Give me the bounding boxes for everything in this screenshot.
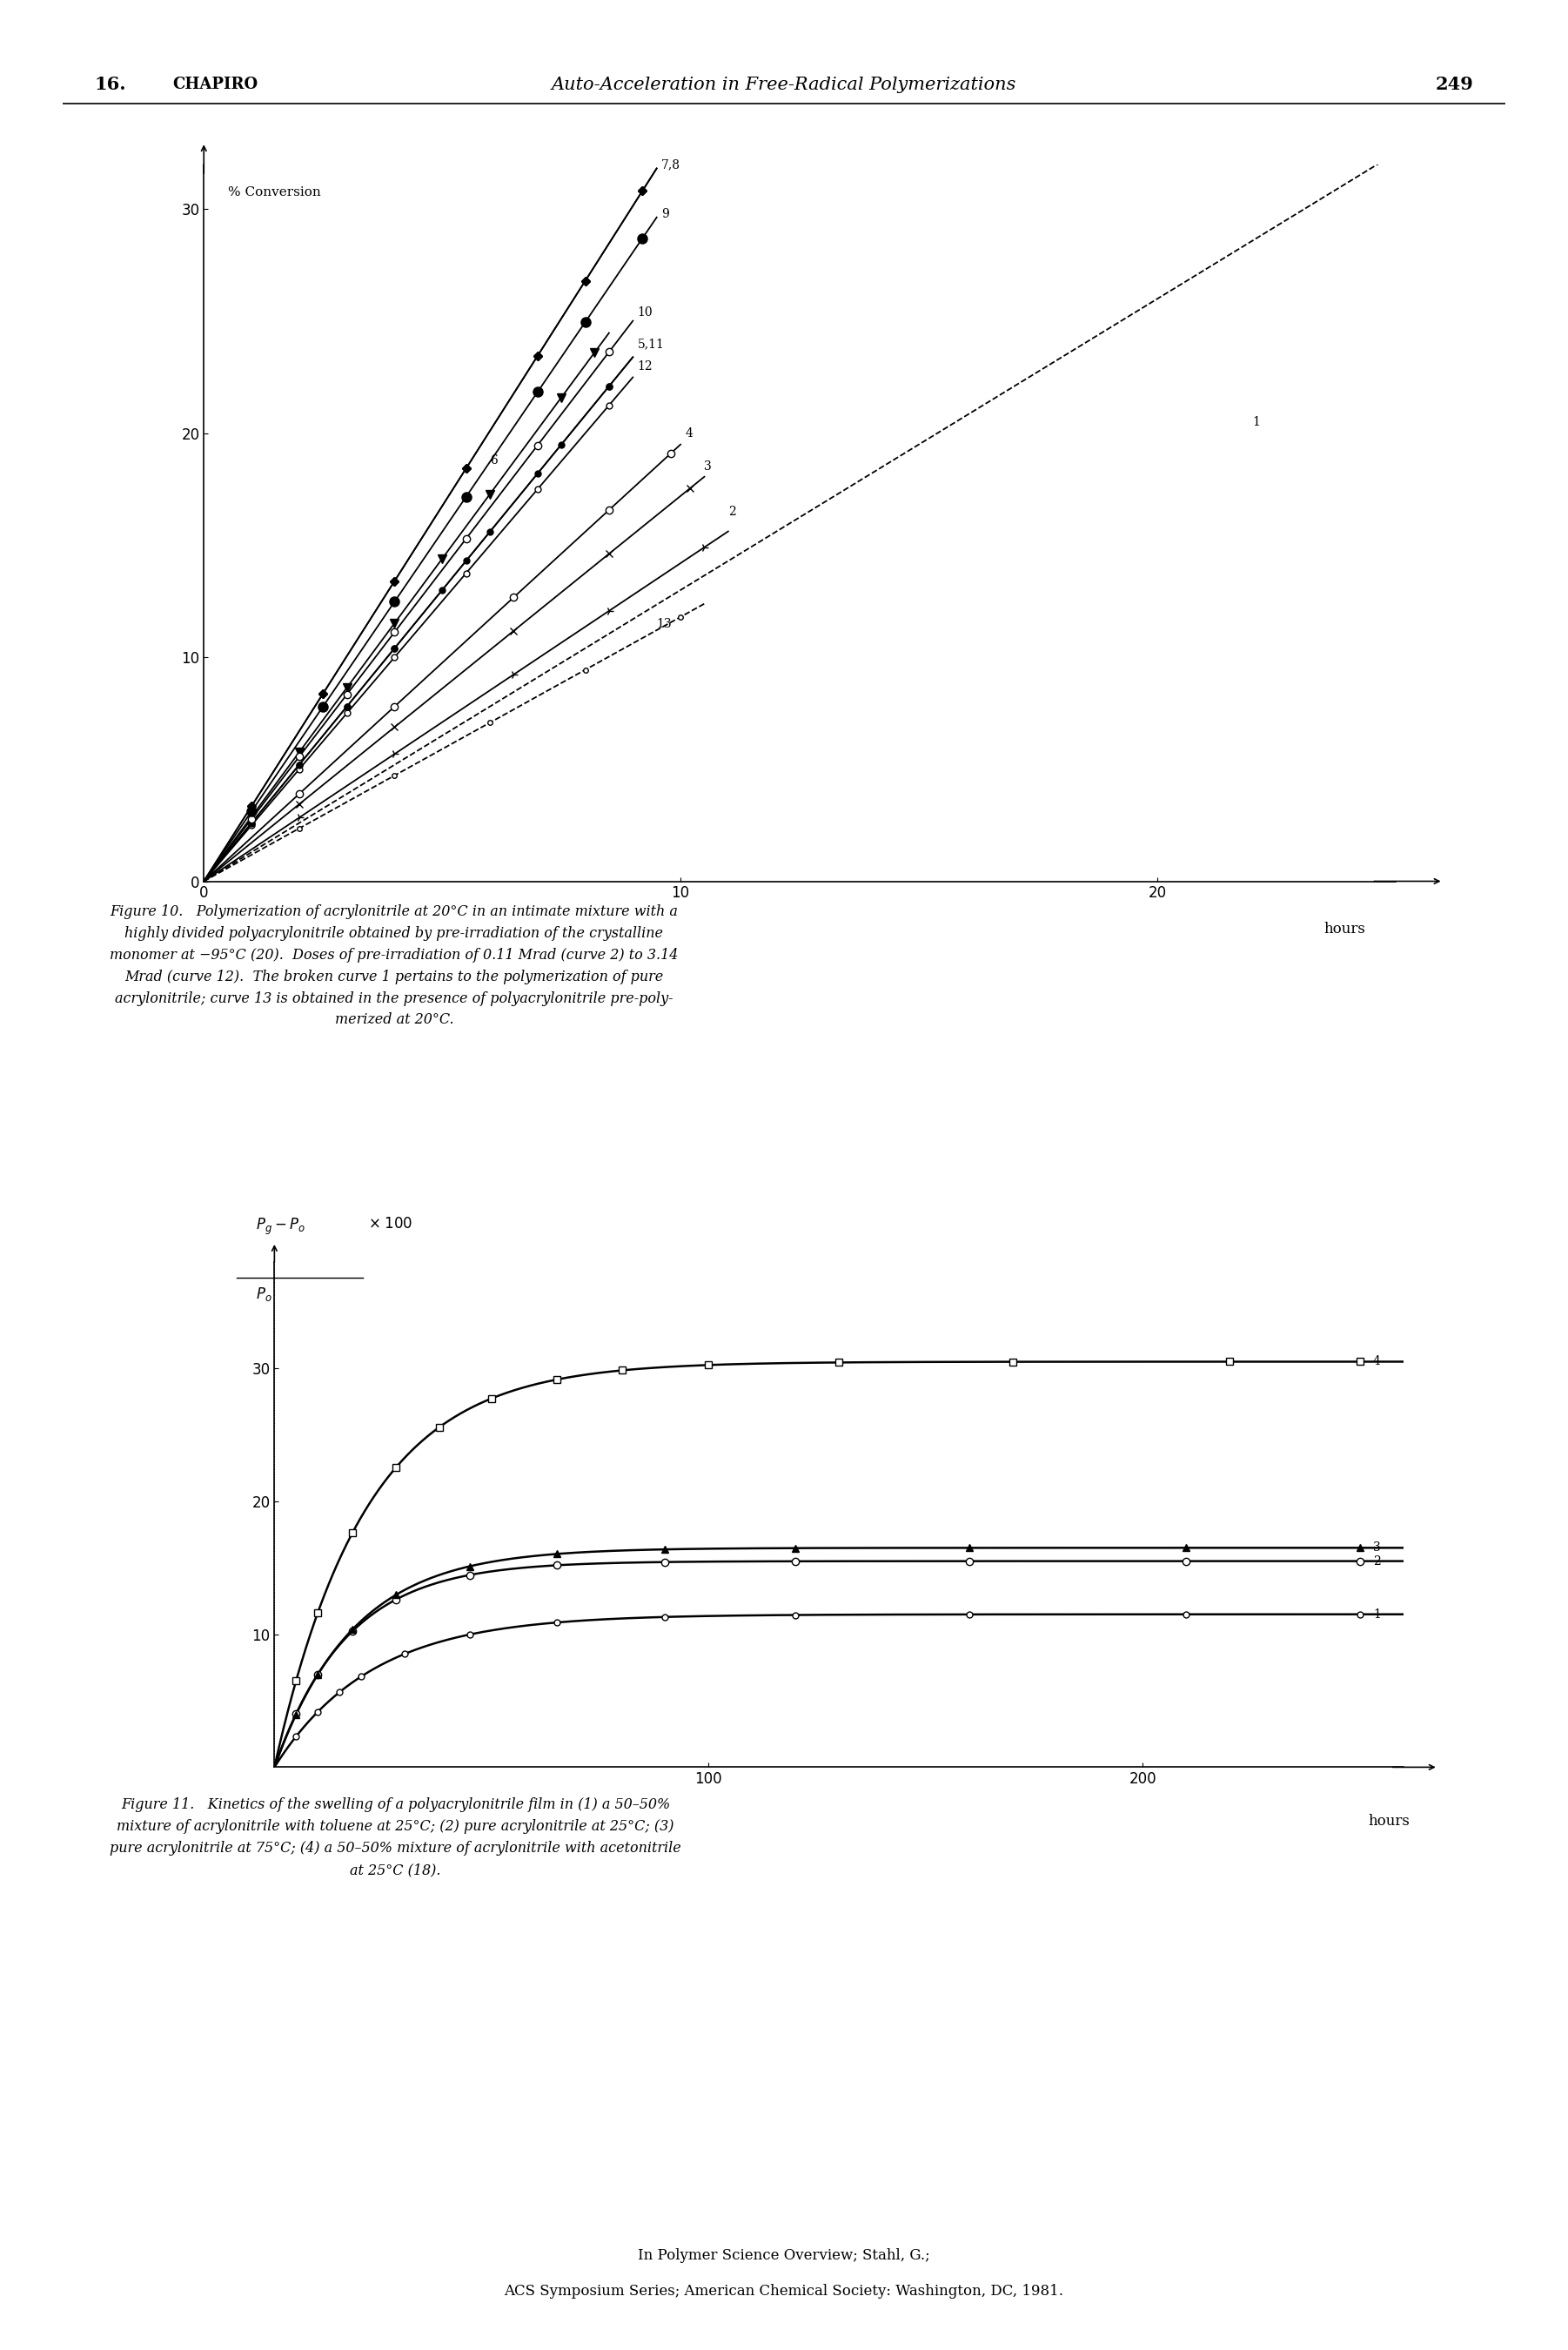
Text: ACS Symposium Series; American Chemical Society: Washington, DC, 1981.: ACS Symposium Series; American Chemical … <box>505 2284 1063 2298</box>
Text: 16.: 16. <box>94 75 125 94</box>
Text: 2: 2 <box>728 505 735 517</box>
Text: 4: 4 <box>685 428 693 439</box>
Text: Figure 11.   Kinetics of the swelling of a polyacrylonitrile film in (1) a 50–50: Figure 11. Kinetics of the swelling of a… <box>110 1798 681 1878</box>
Text: hours: hours <box>1323 921 1366 935</box>
Text: 249: 249 <box>1436 75 1474 94</box>
Text: % Conversion: % Conversion <box>227 186 320 197</box>
Text: Figure 10.   Polymerization of acrylonitrile at 20°C in an intimate mixture with: Figure 10. Polymerization of acrylonitri… <box>110 905 679 1027</box>
Text: 12: 12 <box>638 360 652 371</box>
Text: In Polymer Science Overview; Stahl, G.;: In Polymer Science Overview; Stahl, G.; <box>638 2249 930 2263</box>
Text: 1: 1 <box>1253 416 1261 428</box>
Text: 4: 4 <box>1374 1356 1381 1368</box>
Text: 7,8: 7,8 <box>662 157 681 172</box>
Text: $P_o$: $P_o$ <box>256 1285 271 1302</box>
Text: CHAPIRO: CHAPIRO <box>172 78 257 92</box>
Text: hours: hours <box>1369 1814 1410 1828</box>
Text: 1: 1 <box>1374 1607 1381 1622</box>
Text: 3: 3 <box>1374 1542 1380 1553</box>
Text: 10: 10 <box>638 306 652 317</box>
Text: 2: 2 <box>1374 1556 1380 1567</box>
Text: $\times\;100$: $\times\;100$ <box>368 1217 412 1231</box>
Text: 13: 13 <box>657 618 673 630</box>
Text: $P_g - P_o$: $P_g - P_o$ <box>256 1217 306 1236</box>
Text: 6: 6 <box>489 454 497 465</box>
Text: 3: 3 <box>704 461 712 472</box>
Text: Auto-Acceleration in Free-Radical Polymerizations: Auto-Acceleration in Free-Radical Polyme… <box>552 75 1016 94</box>
Text: 9: 9 <box>662 207 670 221</box>
Text: 5,11: 5,11 <box>638 338 665 350</box>
